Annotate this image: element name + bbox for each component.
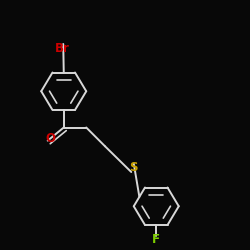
Text: O: O xyxy=(45,132,55,145)
Text: Br: Br xyxy=(54,42,70,54)
Text: F: F xyxy=(152,233,160,246)
Text: S: S xyxy=(130,161,138,174)
